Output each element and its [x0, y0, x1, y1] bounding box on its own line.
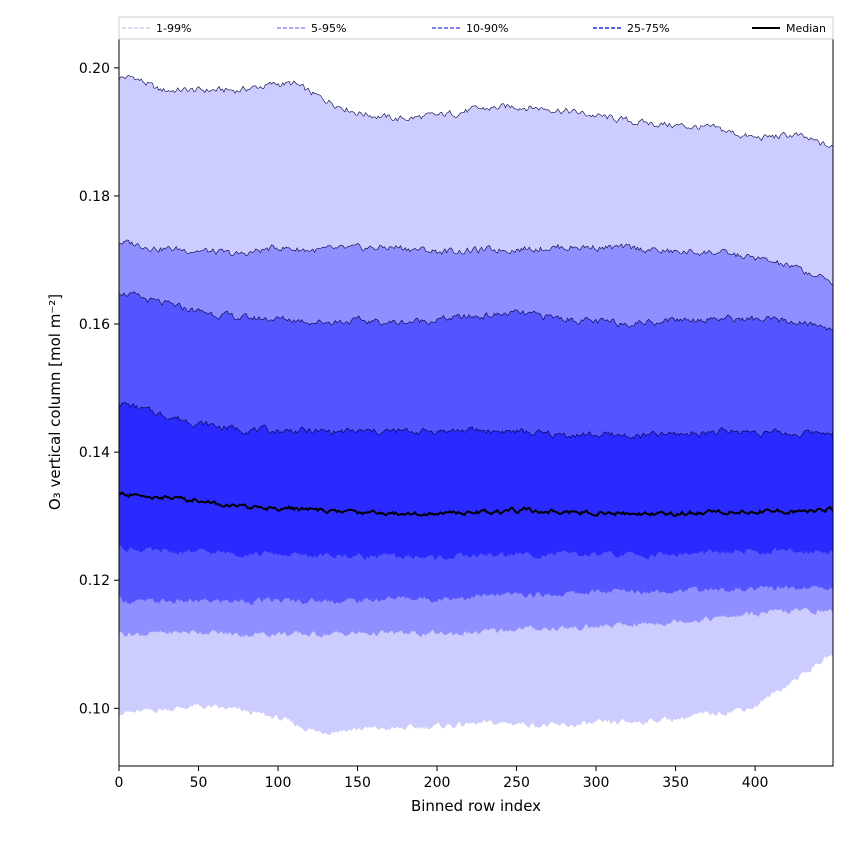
band-25-75-upper-edge [119, 401, 833, 440]
median-line [119, 491, 833, 517]
x-tick-label: 0 [115, 775, 124, 791]
x-tick-label: 100 [265, 775, 292, 791]
legend-label: 25-75% [627, 22, 669, 35]
x-tick-label: 350 [662, 775, 689, 791]
x-tick-label: 250 [503, 775, 530, 791]
y-axis-label: O₃ vertical column [mol m⁻²] [46, 294, 64, 510]
band-layer [119, 74, 833, 736]
x-tick-label: 150 [344, 775, 371, 791]
band-10-90-upper-edge [119, 291, 833, 331]
y-axis: 0.10 0.12 0.14 0.16 0.18 0.20 [79, 61, 119, 717]
x-tick-label: 50 [190, 775, 208, 791]
legend-label: 1-99% [156, 22, 191, 35]
legend-label: Median [786, 22, 826, 35]
legend-label: 5-95% [311, 22, 346, 35]
x-tick-label: 400 [742, 775, 769, 791]
y-tick-label: 0.10 [79, 701, 110, 717]
x-tick-label: 300 [583, 775, 610, 791]
y-tick-label: 0.20 [79, 61, 110, 77]
legend-label: 10-90% [466, 22, 508, 35]
legend-box [118, 16, 834, 40]
y-tick-label: 0.18 [79, 189, 110, 205]
band-1-99-upper-edge [119, 74, 833, 148]
x-tick-label: 200 [424, 775, 451, 791]
y-tick-label: 0.12 [79, 573, 110, 589]
y-tick-label: 0.14 [79, 445, 110, 461]
x-axis: 0 50 100 150 200 250 300 350 400 [115, 766, 769, 791]
legend: 1-99% 5-95% 10-90% 25-75% Median [118, 16, 834, 40]
band-25-75-area [119, 402, 833, 561]
x-axis-label: Binned row index [411, 797, 541, 815]
median-layer [119, 491, 833, 517]
band-5-95-upper-edge [119, 239, 833, 285]
y-tick-label: 0.16 [79, 317, 110, 333]
